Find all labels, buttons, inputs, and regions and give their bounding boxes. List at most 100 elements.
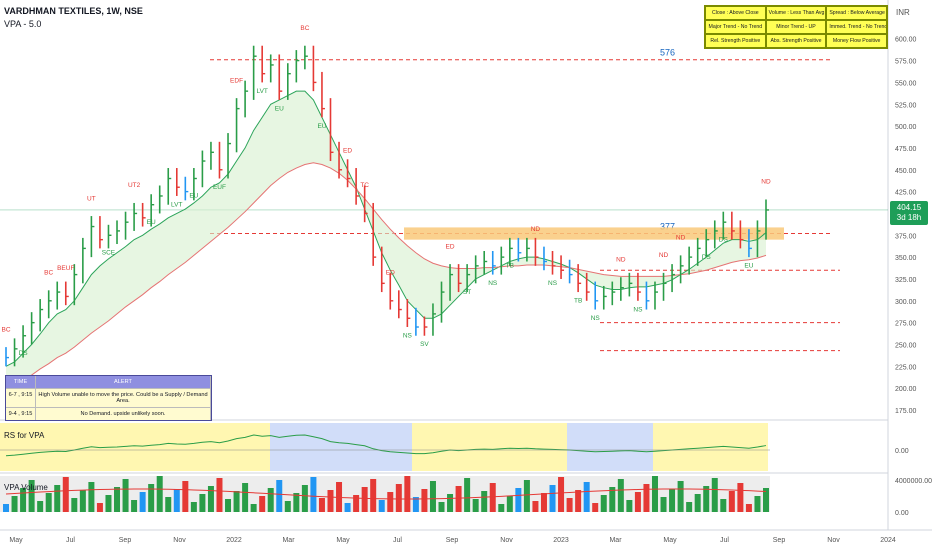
- price-bar: [235, 98, 240, 153]
- signal-label: LVT: [171, 201, 182, 208]
- volume-bar: [592, 503, 599, 512]
- price-bar: [141, 202, 146, 227]
- volume-bar: [447, 494, 454, 512]
- info-cell: Volume : Less Than Avg: [765, 6, 827, 20]
- indicator-name: VPA - 5.0: [4, 19, 42, 29]
- volume-bar: [225, 499, 232, 512]
- price-bar: [47, 290, 52, 319]
- price-bar: [99, 216, 103, 249]
- volume-bar: [438, 502, 445, 512]
- volume-bar: [62, 477, 69, 512]
- signal-label: ND: [531, 226, 541, 233]
- signal-label: EU: [189, 193, 198, 200]
- rs-band: [335, 423, 412, 471]
- volume-bar: [71, 498, 78, 512]
- volume-bar: [711, 478, 718, 512]
- x-tick-label: May: [9, 537, 23, 544]
- rs-pane-label: RS for VPA: [4, 431, 45, 440]
- volume-bar: [173, 489, 180, 512]
- signal-label: UT: [87, 195, 96, 202]
- price-bar: [449, 264, 454, 301]
- price-bar: [474, 255, 479, 284]
- volume-bar: [182, 481, 189, 512]
- volume-bar: [583, 482, 590, 512]
- volume-bar: [412, 497, 419, 512]
- price-bar: [329, 98, 334, 162]
- x-tick-label: Nov: [173, 537, 186, 544]
- ma-cloud: [6, 91, 766, 389]
- price-bar: [517, 237, 522, 262]
- info-cell: Immed. Trend - No Trend: [826, 20, 887, 34]
- volume-bar: [395, 484, 402, 512]
- price-bar: [756, 220, 761, 258]
- last-price-tag: 404.15 3d 18h: [890, 201, 928, 225]
- price-bar: [671, 264, 676, 293]
- price-bar: [338, 141, 343, 179]
- volume-bar: [549, 485, 556, 512]
- volume-bar: [728, 491, 735, 512]
- price-bar: [688, 246, 693, 275]
- volume-bar: [651, 476, 658, 512]
- price-bar: [269, 54, 274, 83]
- volume-bar: [370, 479, 377, 512]
- price-bar: [22, 325, 27, 358]
- signal-label: ND: [616, 256, 626, 263]
- volume-bar: [301, 485, 308, 512]
- price-bar: [440, 281, 445, 323]
- volume-bar: [344, 503, 351, 512]
- price-bar: [167, 168, 172, 205]
- x-tick-label: Sep: [773, 537, 786, 544]
- x-tick-label: Nov: [500, 537, 513, 544]
- price-bar: [261, 45, 266, 83]
- price-bar: [457, 264, 462, 293]
- volume-bar: [669, 489, 676, 512]
- volume-bar: [114, 487, 121, 512]
- signal-label: TB: [574, 298, 582, 305]
- signal-label: BC: [1, 326, 10, 333]
- signal-label: NS: [548, 280, 558, 287]
- price-bar: [355, 168, 360, 205]
- volume-bar: [250, 504, 257, 512]
- price-bar: [107, 224, 112, 249]
- price-bar: [415, 307, 419, 336]
- y-tick-label: 200.00: [895, 386, 917, 393]
- signal-label: EU: [147, 219, 156, 226]
- price-bar: [568, 259, 573, 284]
- price-bar: [483, 251, 488, 275]
- currency-label: INR: [896, 8, 910, 17]
- volume-bar: [558, 477, 565, 512]
- volume-bar: [660, 497, 667, 512]
- signal-label: EUF: [213, 184, 226, 191]
- rs-band: [412, 423, 567, 471]
- x-tick-label: Mar: [609, 537, 622, 544]
- price-bar: [594, 281, 599, 310]
- price-bar: [30, 312, 35, 345]
- volume-bar: [207, 486, 214, 512]
- price-bar: [731, 211, 735, 240]
- price-bar: [637, 272, 641, 301]
- volume-bar: [455, 486, 462, 512]
- rs-tick-label: 0.00: [895, 448, 909, 455]
- price-bar: [321, 71, 325, 118]
- y-tick-label: 550.00: [895, 80, 917, 87]
- signal-label: ED: [386, 270, 395, 277]
- alert-time: 9-4 , 9:15: [6, 408, 36, 420]
- x-tick-label: 2022: [226, 537, 242, 544]
- volume-bar: [54, 485, 61, 512]
- y-tick-label: 350.00: [895, 255, 917, 262]
- y-tick-label: 525.00: [895, 102, 917, 109]
- price-bar: [312, 45, 317, 92]
- signal-label: TC: [360, 182, 369, 189]
- price-bar: [713, 220, 718, 249]
- signal-label: NS: [488, 280, 498, 287]
- volume-bar: [745, 504, 752, 512]
- x-tick-label: May: [336, 537, 350, 544]
- volume-bar: [310, 477, 317, 512]
- volume-bar: [378, 500, 385, 512]
- y-tick-label: 250.00: [895, 342, 917, 349]
- signal-label: EU: [275, 105, 284, 112]
- volume-bar: [122, 479, 129, 512]
- volume-bar: [489, 483, 496, 512]
- volume-bar: [694, 494, 701, 512]
- price-bar: [380, 246, 385, 293]
